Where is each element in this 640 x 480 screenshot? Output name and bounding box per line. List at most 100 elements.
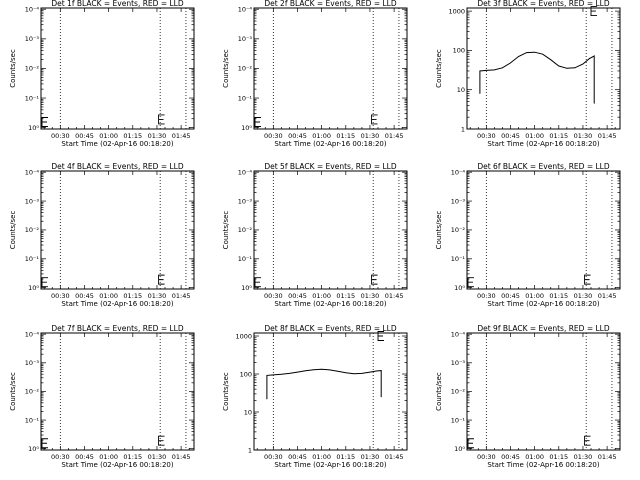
y-tick-label: 10⁻⁴ bbox=[238, 168, 253, 176]
events-data-point bbox=[593, 102, 595, 104]
x-tick-label: 01:30 bbox=[574, 292, 593, 300]
x-axis-label: Start Time (02-Apr-16 00:18:20) bbox=[487, 461, 599, 469]
plot-frame bbox=[40, 7, 195, 130]
x-tick-label: 00:30 bbox=[477, 132, 496, 140]
y-tick-label: 1000 bbox=[235, 332, 252, 340]
panel-title: Det 9f BLACK = Events, RED = LLD bbox=[477, 324, 610, 333]
y-axis-label: Counts/sec bbox=[9, 211, 17, 250]
x-tick-label: 01:45 bbox=[172, 453, 191, 461]
x-tick-label: 00:30 bbox=[477, 292, 496, 300]
x-tick-label: 01:45 bbox=[385, 292, 404, 300]
x-tick-label: 00:30 bbox=[51, 132, 70, 140]
x-tick-label: 01:30 bbox=[148, 132, 167, 140]
panel-title: Det 7f BLACK = Events, RED = LLD bbox=[51, 324, 184, 333]
panel-title: Det 8f BLACK = Events, RED = LLD bbox=[264, 324, 397, 333]
x-tick-label: 01:45 bbox=[172, 292, 191, 300]
y-tick-label: 10⁻¹ bbox=[451, 416, 466, 424]
e-marker bbox=[467, 438, 474, 449]
y-tick-label: 10 bbox=[457, 86, 465, 94]
x-tick-label: 01:45 bbox=[172, 132, 191, 140]
e-marker bbox=[584, 274, 591, 285]
y-axis-label: Counts/sec bbox=[435, 49, 443, 88]
events-data-point bbox=[550, 59, 552, 61]
events-data-point bbox=[321, 368, 323, 370]
y-tick-label: 10⁻¹ bbox=[25, 94, 40, 102]
x-tick-label: 01:45 bbox=[598, 453, 617, 461]
events-data-point bbox=[582, 63, 584, 65]
y-tick-label: 10⁻³ bbox=[25, 35, 40, 43]
x-tick-label: 01:15 bbox=[336, 132, 355, 140]
y-axis-label: Counts/sec bbox=[222, 211, 230, 250]
y-tick-label: 10 bbox=[244, 408, 252, 416]
events-data-point bbox=[272, 374, 274, 376]
y-tick-label: 10⁻³ bbox=[25, 359, 40, 367]
y-tick-label: 10⁻² bbox=[451, 226, 466, 234]
detector-panel: Det 4f BLACK = Events, RED = LLD 10⁰ 10⁻¹ 1… bbox=[9, 162, 195, 308]
x-tick-label: 00:30 bbox=[264, 132, 283, 140]
e-marker bbox=[590, 6, 598, 17]
events-data-point bbox=[361, 372, 363, 374]
x-tick-label: 00:30 bbox=[51, 453, 70, 461]
events-data-point bbox=[479, 93, 481, 94]
events-data-point bbox=[353, 373, 355, 375]
e-marker bbox=[371, 274, 378, 285]
events-data-point bbox=[518, 56, 519, 57]
x-tick-label: 01:15 bbox=[549, 292, 568, 300]
y-tick-label: 10⁻² bbox=[25, 65, 40, 73]
x-tick-label: 00:30 bbox=[264, 453, 283, 461]
y-tick-label: 10⁻³ bbox=[238, 35, 253, 43]
x-tick-label: 01:00 bbox=[525, 453, 544, 461]
detector-panel: Det 9f BLACK = Events, RED = LLD 10⁰ 10⁻¹ 1… bbox=[435, 324, 621, 469]
y-tick-label: 10⁻² bbox=[25, 388, 40, 396]
events-data-point bbox=[305, 370, 306, 372]
detector-panel: Det 5f BLACK = Events, RED = LLD 10⁰ 10⁻¹ 1… bbox=[222, 162, 408, 308]
plot-frame bbox=[40, 170, 195, 290]
y-tick-label: 10⁻⁴ bbox=[451, 168, 466, 176]
x-tick-label: 01:00 bbox=[99, 132, 118, 140]
y-tick-label: 10⁻¹ bbox=[25, 255, 40, 263]
y-axis-label: Counts/sec bbox=[222, 372, 230, 411]
y-tick-label: 10⁰ bbox=[454, 284, 465, 292]
x-tick-label: 00:45 bbox=[501, 292, 520, 300]
y-tick-label: 10⁻⁴ bbox=[25, 6, 40, 14]
plot-frame bbox=[466, 7, 621, 130]
e-marker bbox=[377, 331, 385, 341]
events-data-point bbox=[574, 67, 576, 69]
events-data-point bbox=[558, 65, 560, 67]
x-tick-label: 00:45 bbox=[75, 292, 94, 300]
y-tick-label: 10⁰ bbox=[241, 284, 252, 292]
detector-panel: Det 8f BLACK = Events, RED = LLD 1 10 100 10… bbox=[222, 324, 408, 469]
e-marker bbox=[41, 438, 48, 449]
panel-title: Det 3f BLACK = Events, RED = LLD bbox=[477, 0, 610, 8]
y-tick-label: 10⁰ bbox=[28, 124, 39, 132]
y-tick-label: 10⁻³ bbox=[451, 197, 466, 205]
y-tick-label: 10⁻⁴ bbox=[238, 6, 253, 14]
y-axis-label: Counts/sec bbox=[435, 211, 443, 250]
events-series-line bbox=[479, 51, 595, 104]
x-axis-label: Start Time (02-Apr-16 00:18:20) bbox=[487, 140, 599, 148]
x-tick-label: 01:15 bbox=[123, 132, 142, 140]
events-data-point bbox=[380, 396, 382, 398]
events-data-point bbox=[345, 372, 347, 374]
y-tick-label: 1000 bbox=[448, 7, 465, 15]
e-marker bbox=[584, 435, 591, 446]
y-tick-label: 1 bbox=[461, 125, 465, 133]
e-marker bbox=[158, 435, 165, 446]
plot-frame bbox=[253, 170, 408, 290]
panel-title: Det 6f BLACK = Events, RED = LLD bbox=[477, 162, 610, 171]
e-marker bbox=[41, 277, 48, 288]
x-axis-label: Start Time (02-Apr-16 00:18:20) bbox=[274, 140, 386, 148]
x-tick-label: 00:45 bbox=[501, 132, 520, 140]
x-tick-label: 01:00 bbox=[312, 132, 331, 140]
y-axis-label: Counts/sec bbox=[9, 49, 17, 88]
events-data-point bbox=[266, 374, 268, 376]
events-data-point bbox=[593, 55, 595, 57]
detector-panel: Det 7f BLACK = Events, RED = LLD 10⁰ 10⁻¹ 1… bbox=[9, 324, 195, 469]
events-data-point bbox=[376, 370, 377, 372]
x-tick-label: 01:30 bbox=[574, 132, 593, 140]
plot-frame bbox=[40, 332, 195, 451]
y-tick-label: 10⁰ bbox=[241, 124, 252, 132]
panel-title: Det 2f BLACK = Events, RED = LLD bbox=[264, 0, 397, 8]
x-tick-label: 00:45 bbox=[501, 453, 520, 461]
detector-panel: Det 1f BLACK = Events, RED = LLD 10⁰ 10⁻¹ 1… bbox=[9, 0, 195, 148]
